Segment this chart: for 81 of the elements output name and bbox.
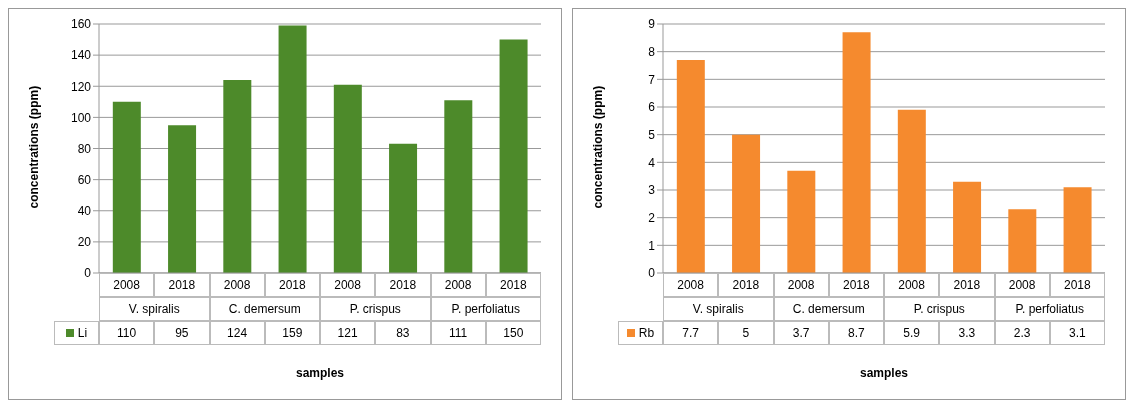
y-axis-title: concentrations (ppm)	[591, 85, 606, 209]
y-tick-label: 8	[648, 44, 656, 59]
y-tick-label: 5	[648, 127, 656, 142]
bar	[1008, 209, 1037, 273]
data-label: 2.3	[994, 321, 1050, 345]
x-tick-label: 2008	[884, 273, 940, 297]
x-tick-label: 2008	[994, 273, 1050, 297]
x-tick-label: 2008	[430, 273, 486, 297]
y-tick-label: 120	[70, 79, 92, 94]
y-tick-label: 3	[648, 183, 656, 198]
y-tick-label: 9	[648, 17, 656, 32]
x-axis-title: samples	[859, 366, 909, 380]
y-tick-label: 7	[648, 72, 656, 87]
x-tick-label: 2008	[773, 273, 829, 297]
x-tick-label: 2018	[264, 273, 320, 297]
data-label: 8.7	[828, 321, 884, 345]
x-axis-title: samples	[295, 366, 345, 380]
y-tick-label: 100	[70, 110, 92, 125]
bar	[1063, 187, 1092, 273]
x-tick-label: 2008	[209, 273, 265, 297]
bar	[732, 134, 761, 273]
bar	[787, 170, 816, 273]
data-label: 3.3	[939, 321, 995, 345]
y-axis-title: concentrations (ppm)	[27, 85, 42, 209]
text: P. perfoliatus	[994, 297, 1105, 321]
data-label: 3.7	[773, 321, 829, 345]
data-label: 159	[264, 321, 320, 345]
x-tick-label: 2018	[375, 273, 431, 297]
data-label: 150	[485, 321, 541, 345]
x-tick-label: 2018	[485, 273, 541, 297]
bar	[444, 100, 473, 273]
data-label: 5.9	[884, 321, 940, 345]
data-label: 121	[320, 321, 376, 345]
y-tick-label: 1	[648, 238, 656, 253]
bar	[842, 32, 871, 273]
bar	[953, 181, 982, 273]
data-label: 111	[430, 321, 486, 345]
bar	[499, 39, 528, 273]
data-label: 95	[154, 321, 210, 345]
x-tick-label: 2008	[99, 273, 155, 297]
text: P. crispus	[884, 297, 995, 321]
y-tick-label: 160	[70, 17, 92, 32]
legend-label: Rb	[638, 325, 655, 342]
text: C. demersum	[773, 297, 884, 321]
x-tick-label: 2008	[663, 273, 719, 297]
y-tick-label: 60	[77, 172, 92, 187]
y-tick-label: 4	[648, 155, 656, 170]
y-tick-label: 40	[77, 204, 92, 219]
data-label: 110	[99, 321, 155, 345]
y-tick-label: 20	[77, 235, 92, 250]
data-label: 124	[209, 321, 265, 345]
y-tick-label: 0	[84, 266, 92, 281]
text: V. spiralis	[663, 297, 774, 321]
y-tick-label: 80	[77, 141, 92, 156]
text: P. perfoliatus	[430, 297, 541, 321]
bar	[333, 84, 362, 273]
x-tick-label: 2018	[154, 273, 210, 297]
bar	[389, 143, 418, 273]
text: C. demersum	[209, 297, 320, 321]
text: V. spiralis	[99, 297, 210, 321]
y-tick-label: 0	[648, 266, 656, 281]
legend-label: Li	[77, 325, 88, 342]
data-label: 7.7	[663, 321, 719, 345]
x-tick-label: 2018	[1049, 273, 1105, 297]
bar	[278, 25, 307, 273]
data-label: 3.1	[1049, 321, 1105, 345]
x-tick-label: 2018	[828, 273, 884, 297]
x-tick-label: 2008	[320, 273, 376, 297]
bar	[223, 80, 252, 273]
x-tick-label: 2018	[718, 273, 774, 297]
data-label: 83	[375, 321, 431, 345]
y-tick-label: 2	[648, 210, 656, 225]
bar	[676, 59, 705, 273]
y-tick-label: 140	[70, 48, 92, 63]
data-label: 5	[718, 321, 774, 345]
bar	[168, 125, 197, 273]
y-tick-label: 6	[648, 100, 656, 115]
x-tick-label: 2018	[939, 273, 995, 297]
text: P. crispus	[320, 297, 431, 321]
bar	[112, 101, 141, 273]
bar	[897, 109, 926, 273]
